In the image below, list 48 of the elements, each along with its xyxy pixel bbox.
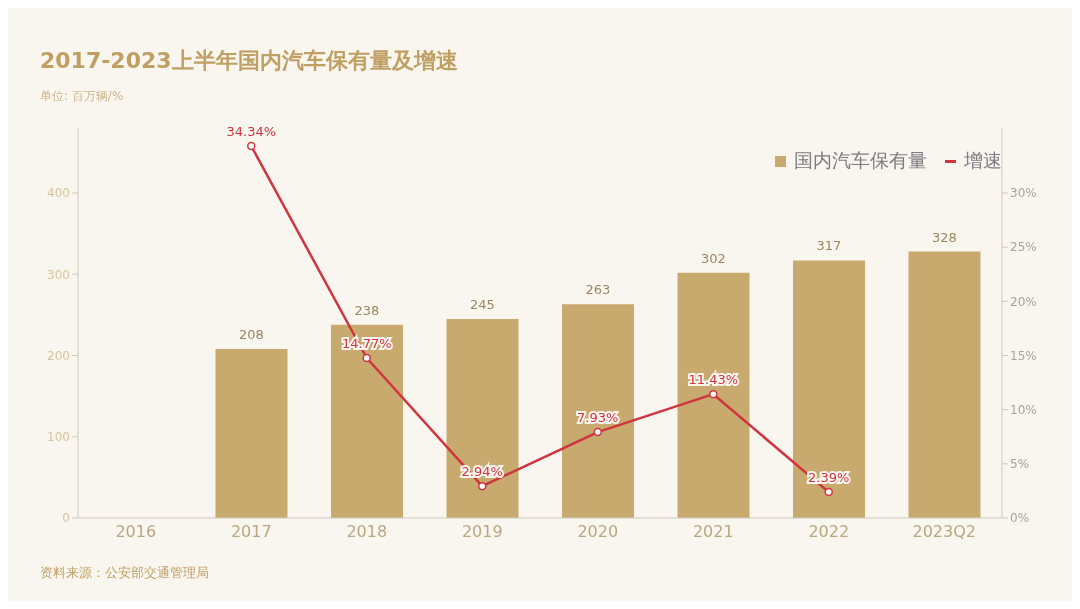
x-tick-label: 2020 [577,522,619,542]
y2-tick-label: 30% [1010,186,1037,201]
point [824,487,833,497]
y2-tick-label: 10% [1010,402,1037,417]
bar [793,260,865,518]
y-tick-label: 400 [47,186,70,201]
y-tick-label: 0 [62,511,70,526]
y2-tick-label: 15% [1010,348,1037,363]
x-tick-label: 2019 [461,522,503,542]
data-label: 302 [701,250,726,266]
y2-tick-label: 20% [1010,294,1037,309]
point [478,481,487,491]
bar [562,304,634,518]
point [247,141,256,151]
bar [446,318,519,518]
bar [331,324,403,518]
data-label: 263 [585,282,611,298]
y-tick-label: 100 [47,430,70,445]
y-tick-label: 200 [47,348,70,363]
text: 资料来源：公安部交通管理局 [40,564,209,582]
x-tick-label: 2018 [346,522,388,542]
legend-label: 增速 [963,148,1002,173]
point [593,427,602,437]
x-tick-label: 2022 [808,522,850,542]
y2-tick-label: 5% [1010,457,1030,472]
data-label: 328 [932,229,957,245]
data-label: 238 [354,302,380,318]
data-label: 34.34% [226,123,277,139]
y2-tick-label: 0% [1010,511,1030,526]
x-tick-label: 2021 [692,522,734,542]
y-tick-label: 300 [47,267,70,282]
point [709,389,718,399]
data-label: 317 [816,238,842,254]
x-tick-label: 2023Q2 [912,522,976,542]
chart-title: 2017-2023上半年国内汽车保有量及增速 [40,47,458,75]
bar [215,349,288,518]
legend-label: 国内汽车保有量 [793,148,927,173]
x-tick-label: 2016 [115,522,157,542]
data-label: 245 [470,296,495,312]
y2-tick-label: 25% [1010,240,1037,255]
data-label: 7.93% [577,410,619,426]
x-tick-label: 2017 [230,522,272,542]
bar [677,272,750,518]
chart-subtitle: 单位: 百万辆/% [40,88,124,105]
data-label: 11.43% [688,372,739,388]
point [362,353,371,363]
data-label: 208 [239,327,264,342]
bar [908,251,981,518]
